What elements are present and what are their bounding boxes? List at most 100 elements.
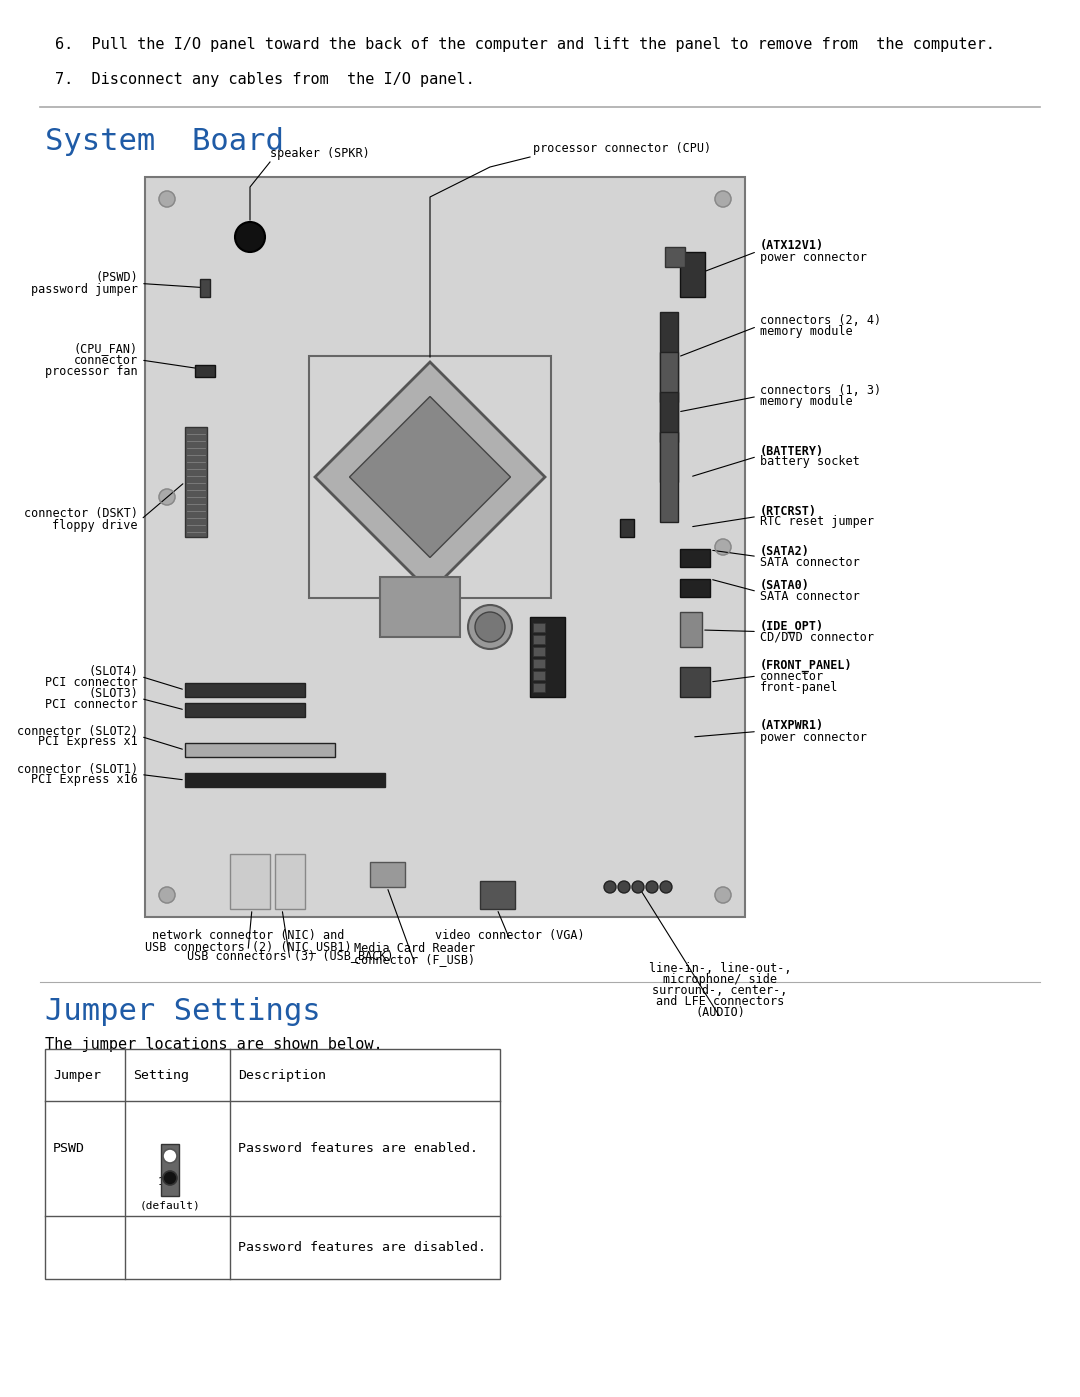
- Bar: [185, 703, 305, 717]
- Text: (ATX12V1): (ATX12V1): [760, 239, 824, 253]
- Text: and LFE connectors: and LFE connectors: [656, 995, 784, 1009]
- Text: (AUDIO): (AUDIO): [696, 1006, 745, 1018]
- Bar: [680, 549, 710, 567]
- Circle shape: [235, 222, 265, 251]
- Bar: [680, 666, 710, 697]
- Circle shape: [632, 882, 644, 893]
- Text: connectors (1, 3): connectors (1, 3): [760, 384, 881, 398]
- Bar: [230, 854, 270, 909]
- Circle shape: [646, 882, 658, 893]
- Bar: [660, 312, 678, 402]
- Text: line-in-, line-out-,: line-in-, line-out-,: [649, 963, 792, 975]
- Text: connector: connector: [73, 353, 138, 366]
- Bar: [185, 773, 384, 787]
- Bar: [680, 578, 710, 597]
- Circle shape: [715, 191, 731, 207]
- Polygon shape: [315, 362, 545, 592]
- Text: SATA connector: SATA connector: [760, 591, 860, 604]
- Bar: [370, 862, 405, 887]
- Bar: [380, 577, 460, 637]
- Text: USB connectors (3) (USB_BACK): USB connectors (3) (USB_BACK): [187, 949, 393, 963]
- Circle shape: [618, 882, 630, 893]
- Text: power connector: power connector: [760, 250, 867, 264]
- Circle shape: [475, 612, 505, 643]
- Text: connectors (2, 4): connectors (2, 4): [760, 314, 881, 327]
- Text: Password features are disabled.: Password features are disabled.: [238, 1241, 486, 1255]
- Bar: [185, 427, 207, 536]
- Polygon shape: [350, 397, 511, 557]
- Circle shape: [468, 605, 512, 650]
- Circle shape: [159, 887, 175, 902]
- Text: memory module: memory module: [760, 395, 852, 408]
- Text: SATA connector: SATA connector: [760, 556, 860, 569]
- Text: PCI connector: PCI connector: [45, 676, 138, 689]
- Text: (IDE_OPT): (IDE_OPT): [760, 619, 824, 633]
- Circle shape: [159, 489, 175, 504]
- Circle shape: [715, 539, 731, 555]
- Text: memory module: memory module: [760, 326, 852, 338]
- Text: PCI connector: PCI connector: [45, 697, 138, 711]
- Text: speaker (SPKR): speaker (SPKR): [270, 147, 369, 161]
- Circle shape: [660, 882, 672, 893]
- Bar: [534, 671, 545, 680]
- Text: RTC reset jumper: RTC reset jumper: [760, 515, 874, 528]
- Text: Media Card Reader: Media Card Reader: [354, 942, 475, 956]
- Text: (SLOT4): (SLOT4): [89, 665, 138, 678]
- Text: connector (F_USB): connector (F_USB): [354, 953, 475, 965]
- Text: video connector (VGA): video connector (VGA): [435, 929, 584, 942]
- Text: (SLOT3): (SLOT3): [89, 686, 138, 700]
- Text: (CPU_FAN): (CPU_FAN): [73, 342, 138, 355]
- Bar: [534, 647, 545, 657]
- Text: PSWD: PSWD: [53, 1141, 85, 1155]
- Text: Description: Description: [238, 1069, 326, 1081]
- Text: Setting: Setting: [133, 1069, 189, 1081]
- Circle shape: [163, 1171, 177, 1185]
- Text: surround-, center-,: surround-, center-,: [652, 983, 787, 997]
- Bar: [200, 279, 210, 298]
- Text: microphone/ side: microphone/ side: [663, 972, 777, 986]
- Bar: [660, 393, 678, 482]
- Bar: [195, 365, 215, 377]
- Text: PCI Express x1: PCI Express x1: [38, 735, 138, 749]
- Bar: [660, 432, 678, 522]
- Text: (RTCRST): (RTCRST): [760, 504, 816, 517]
- Text: connector (SLOT1): connector (SLOT1): [17, 763, 138, 775]
- Bar: [534, 623, 545, 631]
- Text: connector (SLOT2): connector (SLOT2): [17, 725, 138, 738]
- Text: floppy drive: floppy drive: [53, 518, 138, 531]
- Text: The jumper locations are shown below.: The jumper locations are shown below.: [45, 1037, 382, 1052]
- Bar: [45, 1049, 500, 1280]
- Text: (SATA2): (SATA2): [760, 545, 810, 557]
- Bar: [530, 617, 565, 697]
- Bar: [185, 743, 335, 757]
- Bar: [620, 520, 634, 536]
- Text: password jumper: password jumper: [31, 282, 138, 296]
- Text: Jumper: Jumper: [53, 1069, 102, 1081]
- Text: (FRONT_PANEL): (FRONT_PANEL): [760, 658, 852, 672]
- Bar: [185, 683, 305, 697]
- Circle shape: [159, 191, 175, 207]
- Text: USB connectors (2) (NIC_USB1): USB connectors (2) (NIC_USB1): [145, 940, 351, 953]
- Text: PCI Express x16: PCI Express x16: [31, 774, 138, 787]
- Text: (SATA0): (SATA0): [760, 580, 810, 592]
- Bar: [145, 177, 745, 916]
- Text: CD/DVD connector: CD/DVD connector: [760, 630, 874, 644]
- Bar: [161, 1144, 179, 1196]
- Text: (ATXPWR1): (ATXPWR1): [760, 719, 824, 732]
- Bar: [309, 356, 551, 598]
- Text: processor connector (CPU): processor connector (CPU): [534, 142, 711, 155]
- Text: battery socket: battery socket: [760, 455, 860, 468]
- Text: network connector (NIC) and: network connector (NIC) and: [152, 929, 345, 942]
- Text: power connector: power connector: [760, 731, 867, 743]
- Text: (PSWD): (PSWD): [95, 271, 138, 285]
- Text: front-panel: front-panel: [760, 680, 838, 693]
- Bar: [534, 683, 545, 692]
- Bar: [680, 251, 705, 298]
- Bar: [534, 636, 545, 644]
- Text: 7.  Disconnect any cables from  the I/O panel.: 7. Disconnect any cables from the I/O pa…: [55, 73, 475, 87]
- Text: (default): (default): [139, 1200, 201, 1210]
- Circle shape: [715, 887, 731, 902]
- Bar: [480, 882, 515, 909]
- Text: connector: connector: [760, 669, 824, 683]
- Text: System  Board: System Board: [45, 127, 284, 156]
